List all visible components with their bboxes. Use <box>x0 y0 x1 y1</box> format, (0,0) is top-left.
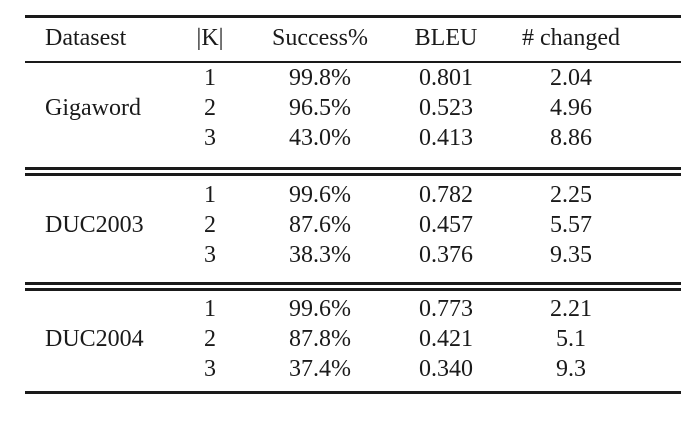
cell-changed: 8.86 <box>550 125 592 151</box>
header-k: |K| <box>196 25 224 51</box>
cell-success: 99.8% <box>289 65 351 91</box>
header-bleu: BLEU <box>414 25 478 51</box>
cell-k: 1 <box>204 65 216 91</box>
cell-bleu: 0.421 <box>419 326 473 352</box>
cell-changed: 2.21 <box>550 296 592 322</box>
cell-success: 96.5% <box>289 95 351 121</box>
cell-success: 99.6% <box>289 296 351 322</box>
cell-changed: 5.1 <box>556 326 586 352</box>
cell-bleu: 0.801 <box>419 65 473 91</box>
dataset-label: DUC2003 <box>45 212 144 238</box>
cell-changed: 2.25 <box>550 182 592 208</box>
header-changed: # changed <box>522 25 620 51</box>
cell-changed: 4.96 <box>550 95 592 121</box>
cell-success: 87.6% <box>289 212 351 238</box>
header-dataset: Datasest <box>45 25 127 51</box>
cell-bleu: 0.413 <box>419 125 473 151</box>
bottom-rule <box>25 391 681 394</box>
cell-k: 1 <box>204 182 216 208</box>
header-success: Success% <box>272 25 368 51</box>
cell-success: 87.8% <box>289 326 351 352</box>
cell-success: 38.3% <box>289 242 351 268</box>
cell-k: 3 <box>204 125 216 151</box>
cell-changed: 5.57 <box>550 212 592 238</box>
cell-bleu: 0.773 <box>419 296 473 322</box>
dataset-label: Gigaword <box>45 95 141 121</box>
cell-bleu: 0.782 <box>419 182 473 208</box>
cell-k: 3 <box>204 356 216 382</box>
cell-success: 99.6% <box>289 182 351 208</box>
cell-k: 3 <box>204 242 216 268</box>
cell-changed: 9.35 <box>550 242 592 268</box>
group-separator-rule <box>25 173 681 176</box>
cell-success: 37.4% <box>289 356 351 382</box>
cell-bleu: 0.340 <box>419 356 473 382</box>
cell-bleu: 0.376 <box>419 242 473 268</box>
group-separator-rule <box>25 167 681 170</box>
top-rule <box>25 15 681 18</box>
cell-k: 2 <box>204 326 216 352</box>
group-separator-rule <box>25 282 681 285</box>
cell-k: 2 <box>204 95 216 121</box>
cell-success: 43.0% <box>289 125 351 151</box>
cell-bleu: 0.523 <box>419 95 473 121</box>
header-rule <box>25 61 681 63</box>
cell-changed: 2.04 <box>550 65 592 91</box>
cell-k: 2 <box>204 212 216 238</box>
cell-bleu: 0.457 <box>419 212 473 238</box>
cell-changed: 9.3 <box>556 356 586 382</box>
dataset-label: DUC2004 <box>45 326 144 352</box>
cell-k: 1 <box>204 296 216 322</box>
group-separator-rule <box>25 288 681 291</box>
